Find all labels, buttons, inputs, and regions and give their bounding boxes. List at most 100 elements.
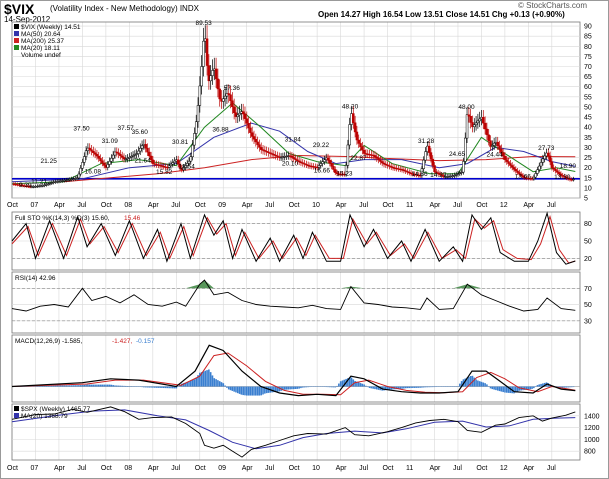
macd-histogram-bar xyxy=(567,386,569,388)
rsi-overbought-fill xyxy=(185,284,200,289)
macd-histogram-bar xyxy=(274,386,277,392)
macd-histogram-bar xyxy=(70,385,73,387)
price-candle-body xyxy=(565,176,568,179)
price-candle-body xyxy=(222,98,225,102)
price-candle-body xyxy=(359,143,362,148)
macd-histogram-bar xyxy=(150,386,152,388)
price-candle-body xyxy=(243,113,247,119)
price-candle-body xyxy=(88,147,91,150)
price-candle-body xyxy=(330,163,333,167)
price-data-label: 48.20 xyxy=(342,104,359,111)
price-candle-body xyxy=(106,164,110,168)
price-candle-body xyxy=(294,158,297,161)
macd-histogram-bar xyxy=(191,379,194,387)
spx-y-tick-label: 1000 xyxy=(584,437,600,444)
macd-histogram-bar xyxy=(238,386,241,394)
macd-histogram-bar xyxy=(220,382,223,387)
macd-histogram-bar xyxy=(505,386,508,393)
price-data-label: 24.65 xyxy=(449,151,466,158)
macd-histogram-bar xyxy=(504,386,506,393)
macd-histogram-bar xyxy=(166,386,169,389)
price-candle-body xyxy=(193,133,196,146)
macd-histogram-bar xyxy=(253,386,255,396)
price-candle-body xyxy=(361,146,364,151)
price-x-tick-label: Oct xyxy=(476,202,487,209)
price-candle-body xyxy=(559,173,563,176)
macd-histogram-bar xyxy=(475,379,477,387)
macd-histogram-bar xyxy=(428,386,430,388)
macd-legend-value: -1.427, xyxy=(112,338,132,345)
price-candle-body xyxy=(362,149,366,154)
price-candle-body xyxy=(120,155,124,158)
price-candle-body xyxy=(122,157,126,160)
price-data-label: 22.87 xyxy=(350,155,367,162)
price-x-tick-label: Jul xyxy=(359,202,368,209)
price-y-tick-label: 55 xyxy=(584,94,592,101)
macd-histogram-bar xyxy=(431,386,434,388)
price-legend-label: MA(200) 25.37 xyxy=(21,38,64,45)
price-candle-body xyxy=(267,151,270,154)
macd-histogram-bar xyxy=(162,386,165,389)
price-candle-body xyxy=(473,124,476,127)
macd-histogram-bar xyxy=(260,386,263,396)
macd-histogram-bar xyxy=(473,377,476,387)
macd-histogram-bar xyxy=(105,384,107,387)
macd-histogram-bar xyxy=(459,383,461,387)
price-y-tick-label: 70 xyxy=(584,64,592,71)
price-x-tick-label: Oct xyxy=(101,202,112,209)
macd-histogram-bar xyxy=(543,382,546,387)
macd-histogram-bar xyxy=(278,386,281,392)
price-candle-body xyxy=(124,158,128,161)
price-candle-body xyxy=(538,165,541,171)
price-candle-body xyxy=(352,113,355,124)
macd-histogram-bar xyxy=(478,381,481,387)
spx-legend-swatch xyxy=(14,413,19,418)
spx-y-tick-label: 1400 xyxy=(584,413,600,420)
macd-histogram-bar xyxy=(531,386,533,389)
price-candle-body xyxy=(409,172,413,175)
macd-histogram-bar xyxy=(484,383,486,387)
price-candle-body xyxy=(185,163,189,166)
price-candle-body xyxy=(148,151,151,157)
macd-histogram-bar xyxy=(204,370,207,387)
macd-histogram-bar xyxy=(305,386,308,388)
price-data-label: 31.84 xyxy=(285,137,302,144)
price-x-tick-label: Apr xyxy=(336,202,348,209)
price-candle-body xyxy=(297,160,301,163)
price-candle-body xyxy=(211,70,214,76)
price-candle-body xyxy=(404,170,407,172)
price-x-tick-label: 08 xyxy=(124,202,132,209)
macd-histogram-bar xyxy=(61,385,64,387)
price-candle-body xyxy=(205,38,209,66)
price-candle-body xyxy=(247,123,250,129)
price-data-label: 18.90 xyxy=(560,163,577,170)
macd-histogram-bar xyxy=(209,372,212,387)
price-candle-body xyxy=(453,174,456,177)
macd-histogram-bar xyxy=(385,386,387,391)
price-candle-body xyxy=(191,144,194,158)
macd-histogram-bar xyxy=(121,385,124,387)
price-candle-body xyxy=(207,65,211,82)
macd-histogram-bar xyxy=(408,386,411,389)
macd-histogram-bar xyxy=(54,385,57,387)
rsi-panel-border xyxy=(11,271,581,334)
macd-histogram-bar xyxy=(170,386,172,389)
rsi-overbought-fill xyxy=(340,286,351,289)
price-candle-body xyxy=(489,140,492,147)
price-data-label: 37.50 xyxy=(73,125,90,132)
price-candle-body xyxy=(501,152,505,157)
price-candle-body xyxy=(261,149,265,151)
price-candle-body xyxy=(465,114,469,139)
macd-histogram-bar xyxy=(424,386,427,388)
macd-histogram-bar xyxy=(222,383,225,387)
price-candle-body xyxy=(119,154,122,157)
macd-histogram-bar xyxy=(525,386,528,390)
sto-y-tick-label: 20 xyxy=(584,256,592,263)
price-candle-body xyxy=(128,156,131,159)
macd-histogram-bar xyxy=(283,386,286,390)
macd-legend-value: -0.157 xyxy=(136,338,155,345)
macd-histogram-bar xyxy=(265,386,268,394)
price-candle-body xyxy=(140,145,144,149)
macd-histogram-bar xyxy=(401,386,403,389)
price-candle-body xyxy=(259,147,263,150)
